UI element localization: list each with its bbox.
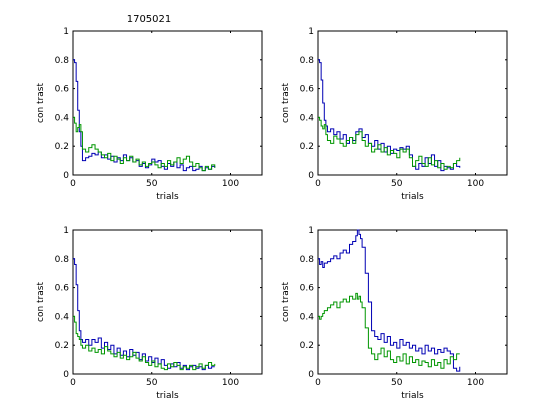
plot-2-ylabel: con trast	[281, 83, 291, 123]
plot-4-xtick-label: 0	[315, 378, 321, 388]
plot-2-ytick-label: 0.2	[300, 142, 314, 152]
plot-3-xtick-label: 100	[222, 378, 239, 388]
plot-2: 0 50 100 0 0.2 0.4 0.6 0.8 1 trials con trast	[281, 27, 508, 202]
plot-1-ytick-label: 0.6	[55, 85, 70, 95]
plot-4-ytick-label: 0.2	[300, 341, 314, 351]
plot-4-xtick-label: 50	[391, 378, 403, 388]
plot-3-ytick-label: 0.2	[55, 341, 69, 351]
plot-3-ytick-label: 0.4	[55, 312, 70, 322]
plot-3-xlabel: trials	[156, 391, 179, 401]
plot-1-series-1-line	[73, 59, 216, 172]
plot-2-axes-frame	[317, 30, 508, 176]
plot-3-ytick-label: 0.6	[55, 284, 70, 294]
plot-3: 0 50 100 0 0.2 0.4 0.6 0.8 1 trials con trast	[36, 226, 263, 401]
plot-2-ytick-label: 0.4	[300, 113, 315, 123]
plot-3-ytick-label: 0.8	[55, 255, 70, 265]
plot-2-xtick-label: 50	[391, 179, 403, 189]
plot-1-ytick-label: 1	[63, 27, 69, 37]
plot-4-ytick-label: 1	[308, 226, 314, 236]
plot-1-xtick-label: 50	[146, 179, 158, 189]
plot-4: 0 50 100 0 0.2 0.4 0.6 0.8 1 trials con trast	[281, 226, 508, 401]
plot-4-xlabel: trials	[401, 391, 424, 401]
plot-3-xtick-label: 0	[70, 378, 76, 388]
plot-1-ytick-label: 0.2	[55, 142, 69, 152]
plot-3-series-2-line	[73, 315, 216, 371]
plot-2-xtick-label: 0	[315, 179, 321, 189]
plot-1: 0 50 100 0 0.2 0.4 0.6 0.8 1 trials con trast	[36, 27, 263, 202]
plot-4-ytick-label: 0	[308, 370, 314, 380]
plot-1-xtick-label: 0	[70, 179, 76, 189]
plot-3-ytick-label: 0	[63, 370, 69, 380]
plot-4-ytick-label: 0.4	[300, 312, 315, 322]
plot-1-series-2-line	[73, 116, 216, 172]
plot-2-ytick-label: 0.8	[300, 56, 315, 66]
plot-2-ytick-label: 0	[308, 171, 314, 181]
plot-4-xtick-label: 100	[467, 378, 484, 388]
plot-3-ytick-label: 1	[63, 226, 69, 236]
plot-1-ytick-label: 0.8	[55, 56, 70, 66]
plot-2-series-2-line	[318, 116, 461, 170]
plot-4-ytick-label: 0.6	[300, 284, 315, 294]
plot-4-series-2-line	[318, 292, 460, 369]
plot-2-ytick-label: 0.6	[300, 85, 315, 95]
plot-1-ytick-label: 0	[63, 171, 69, 181]
plot-1-axes-frame	[72, 30, 263, 176]
plot-3-ylabel: con trast	[36, 282, 46, 322]
plot-4-series-1-line	[318, 229, 461, 372]
plot-1-xtick-label: 100	[222, 179, 239, 189]
plot-1-ytick-label: 0.4	[55, 113, 70, 123]
plot-1-ylabel: con trast	[36, 83, 46, 123]
plot-2-ytick-label: 1	[308, 27, 314, 37]
plot-3-series-1-line	[73, 258, 215, 371]
plot-2-xtick-label: 100	[467, 179, 484, 189]
plot-3-xtick-label: 50	[146, 378, 158, 388]
plot-4-ytick-label: 0.8	[300, 255, 315, 265]
figure-title: 1705021	[127, 14, 172, 25]
plot-4-ylabel: con trast	[281, 282, 291, 322]
plot-1-xlabel: trials	[156, 192, 179, 202]
plot-2-xlabel: trials	[401, 192, 424, 202]
